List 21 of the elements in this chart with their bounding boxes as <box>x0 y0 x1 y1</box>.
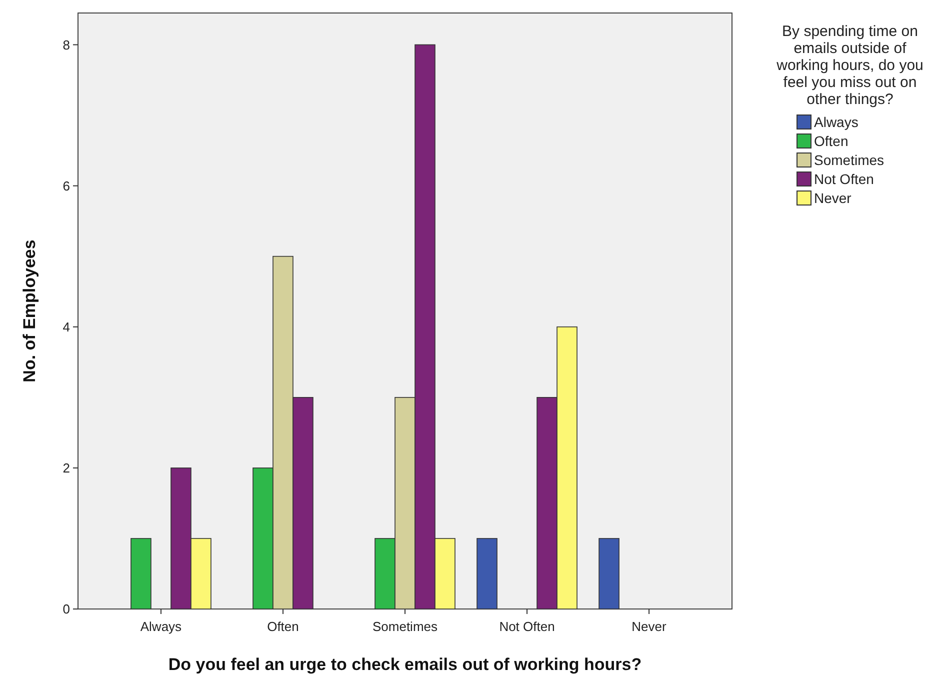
y-axis-title: No. of Employees <box>20 240 39 382</box>
x-axis-title: Do you feel an urge to check emails out of working hours? <box>168 655 642 674</box>
x-tick-label: Sometimes <box>372 619 438 634</box>
bar <box>130 538 152 610</box>
bar <box>598 538 620 610</box>
x-tick-label: Never <box>632 619 668 634</box>
y-tick-label: 2 <box>62 460 70 476</box>
x-tick-label: Often <box>267 619 299 634</box>
y-tick-label: 8 <box>62 37 70 52</box>
legend-label: Always <box>814 114 858 130</box>
x-tick-label: Not Often <box>499 619 555 634</box>
y-tick-label: 0 <box>62 602 70 617</box>
y-tick-label: 4 <box>62 319 70 334</box>
x-tick-label: Always <box>140 619 182 634</box>
legend-label: Often <box>814 133 848 149</box>
bar <box>476 538 498 610</box>
legend-label: Never <box>814 190 852 206</box>
legend-label: Not Often <box>814 171 874 187</box>
legend-title: By spending time on emails outside of working hours, do you feel you miss out on other things? <box>776 23 924 108</box>
legend-label: Sometimes <box>814 152 884 168</box>
y-tick-label: 6 <box>62 178 70 194</box>
